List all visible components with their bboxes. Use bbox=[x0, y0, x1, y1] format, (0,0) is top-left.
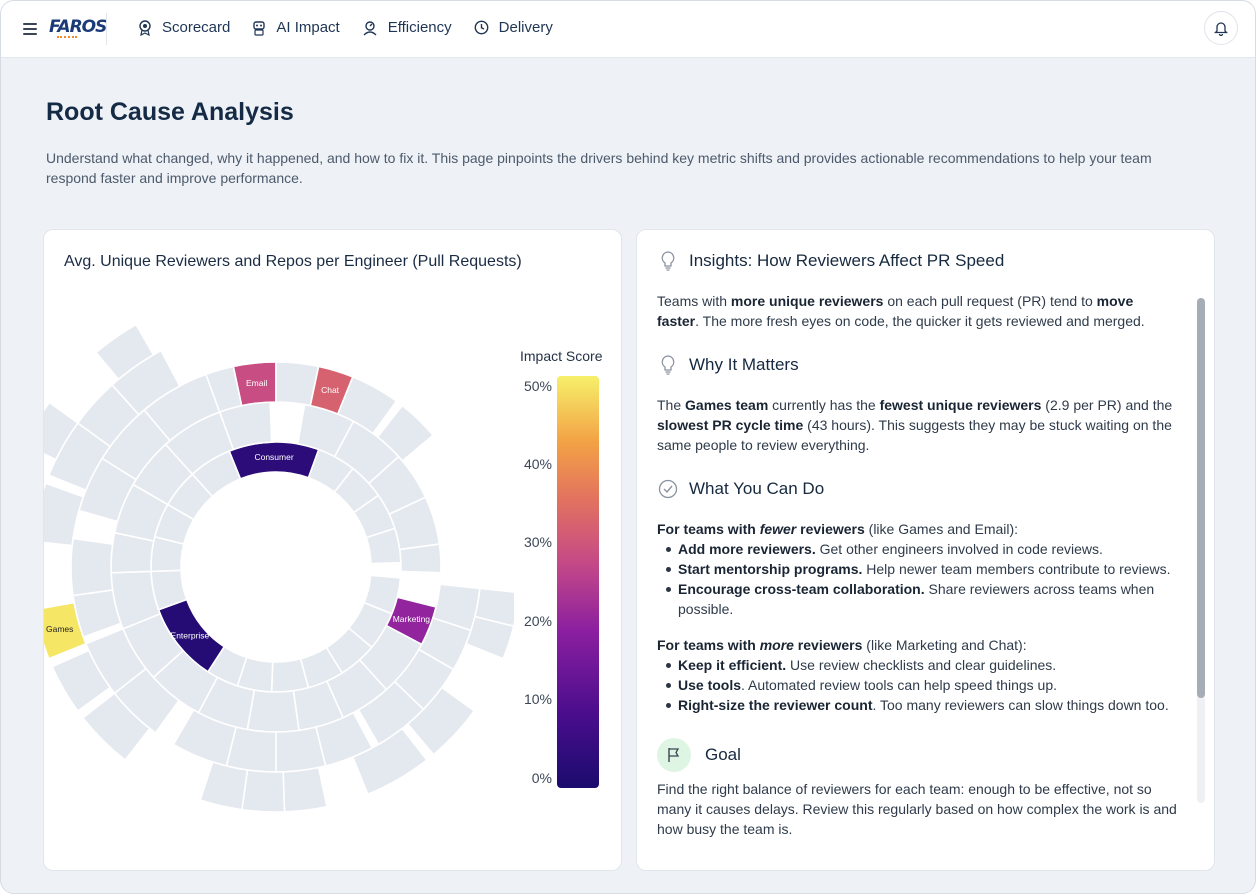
bell-icon bbox=[1214, 22, 1228, 36]
segment-label: Chat bbox=[321, 385, 340, 395]
award-icon bbox=[139, 19, 151, 36]
scrollbar[interactable] bbox=[1197, 298, 1205, 803]
goal-header-label: Goal bbox=[705, 745, 741, 764]
tick-label: 50% bbox=[523, 378, 552, 394]
sunburst-segment[interactable] bbox=[465, 615, 514, 660]
sunburst-segment[interactable] bbox=[94, 323, 155, 381]
notifications-button[interactable] bbox=[1204, 11, 1238, 45]
sunburst-segment[interactable] bbox=[240, 769, 286, 813]
sunburst-segment[interactable] bbox=[44, 601, 47, 663]
segment-label: Email bbox=[246, 378, 267, 388]
what-you-can-do-label: What You Can Do bbox=[689, 479, 825, 498]
sunburst-segment[interactable] bbox=[70, 537, 114, 597]
gauge-icon bbox=[363, 20, 377, 36]
nav-ai-impact-label: AI Impact bbox=[276, 19, 340, 36]
sunburst-segment[interactable] bbox=[336, 375, 398, 435]
more-reviewers-block: For teams with more reviewers (like Mark… bbox=[657, 635, 1177, 715]
menu-icon[interactable] bbox=[23, 21, 37, 35]
divider bbox=[106, 13, 107, 45]
tick-label: 40% bbox=[523, 456, 552, 472]
clock-icon bbox=[474, 20, 489, 35]
list-item: Add more reviewers. Get other engineers … bbox=[657, 539, 1177, 559]
sunburst-segment-games[interactable] bbox=[44, 601, 87, 660]
list-item: Right-size the reviewer count. Too many … bbox=[657, 695, 1177, 715]
insights-header: Insights: How Reviewers Affect PR Speed bbox=[657, 250, 1004, 272]
segment-label: Games bbox=[46, 624, 73, 634]
nav-scorecard[interactable]: Scorecard bbox=[138, 19, 230, 36]
sunburst-segment[interactable] bbox=[398, 543, 442, 574]
top-bar: FAROS Scorecard AI Impact Efficiency Del… bbox=[1, 1, 1255, 58]
insights-card: Insights: How Reviewers Affect PR Speed … bbox=[636, 229, 1215, 871]
segment-label: Enterprise bbox=[171, 630, 210, 640]
tick-label: 30% bbox=[523, 534, 552, 550]
why-text: The Games team currently has the fewest … bbox=[657, 397, 1173, 453]
sunburst-chart: Consumer Enterprise Marketing Email Chat Game… bbox=[44, 323, 514, 813]
sunburst-segment[interactable] bbox=[376, 404, 435, 463]
sunburst-segment[interactable] bbox=[406, 686, 476, 756]
insights-header-label: Insights: How Reviewers Affect PR Speed bbox=[689, 251, 1005, 270]
tick-label: 20% bbox=[523, 613, 552, 629]
goal-header: Goal bbox=[657, 738, 741, 772]
nav-delivery[interactable]: Delivery bbox=[474, 19, 553, 36]
sunburst-segment[interactable] bbox=[44, 401, 79, 461]
list-item: Start mentorship programs. Help newer te… bbox=[657, 559, 1177, 579]
main-nav: Scorecard AI Impact Efficiency Delivery bbox=[138, 19, 575, 36]
nav-efficiency[interactable]: Efficiency bbox=[362, 19, 452, 36]
list-item: Keep it efficient. Use review checklists… bbox=[657, 655, 1177, 675]
nav-ai-impact[interactable]: AI Impact bbox=[252, 19, 340, 36]
sunburst-segment[interactable] bbox=[351, 727, 428, 796]
sunburst-segment[interactable] bbox=[172, 708, 238, 767]
sunburst-segment[interactable] bbox=[282, 766, 328, 813]
flag-icon bbox=[668, 748, 680, 762]
scrollbar-thumb[interactable] bbox=[1197, 298, 1205, 698]
impact-color-scale bbox=[557, 376, 599, 788]
more-reviewers-list: Keep it efficient. Use review checklists… bbox=[657, 655, 1177, 715]
why-header-label: Why It Matters bbox=[689, 355, 799, 374]
insights-intro: Teams with more unique reviewers on each… bbox=[657, 293, 1145, 329]
what-you-can-do-header: What You Can Do bbox=[657, 478, 824, 500]
legend-title: Impact Score bbox=[520, 348, 603, 364]
fewer-reviewers-block: For teams with fewer reviewers (like Gam… bbox=[657, 519, 1177, 619]
sunburst-segment[interactable] bbox=[51, 649, 112, 713]
page-description: Understand what changed, why it happened… bbox=[46, 150, 1152, 186]
check-circle-icon bbox=[658, 479, 678, 499]
robot-icon bbox=[253, 20, 266, 36]
faros-logo[interactable]: FAROS bbox=[49, 17, 107, 38]
nav-efficiency-label: Efficiency bbox=[387, 19, 452, 36]
chart-title: Avg. Unique Reviewers and Repos per Engi… bbox=[64, 253, 522, 270]
tick-label: 0% bbox=[531, 770, 552, 786]
lightbulb-icon bbox=[661, 251, 675, 271]
sunburst-chart-card: Avg. Unique Reviewers and Repos per Engi… bbox=[43, 229, 622, 871]
sunburst-segment[interactable] bbox=[246, 689, 300, 733]
sunburst-segment[interactable] bbox=[199, 760, 249, 811]
sunburst-segment[interactable] bbox=[44, 482, 85, 547]
page-title: Root Cause Analysis bbox=[46, 98, 294, 126]
nav-scorecard-label: Scorecard bbox=[162, 19, 231, 36]
list-item: Use tools. Automated review tools can he… bbox=[657, 675, 1177, 695]
fewer-reviewers-list: Add more reviewers. Get other engineers … bbox=[657, 539, 1177, 619]
list-item: Encourage cross-team collaboration. Shar… bbox=[657, 579, 1177, 619]
why-header: Why It Matters bbox=[657, 354, 799, 376]
goal-text: Find the right balance of reviewers for … bbox=[657, 781, 1177, 837]
nav-delivery-label: Delivery bbox=[498, 19, 553, 36]
sunburst-segment[interactable] bbox=[275, 726, 327, 773]
segment-label: Consumer bbox=[254, 452, 293, 462]
tick-label: 10% bbox=[523, 691, 552, 707]
sunburst-segment[interactable] bbox=[81, 692, 151, 762]
segment-label: Marketing bbox=[393, 614, 431, 624]
sunburst-segment[interactable] bbox=[76, 383, 140, 448]
lightbulb-icon bbox=[661, 355, 675, 375]
